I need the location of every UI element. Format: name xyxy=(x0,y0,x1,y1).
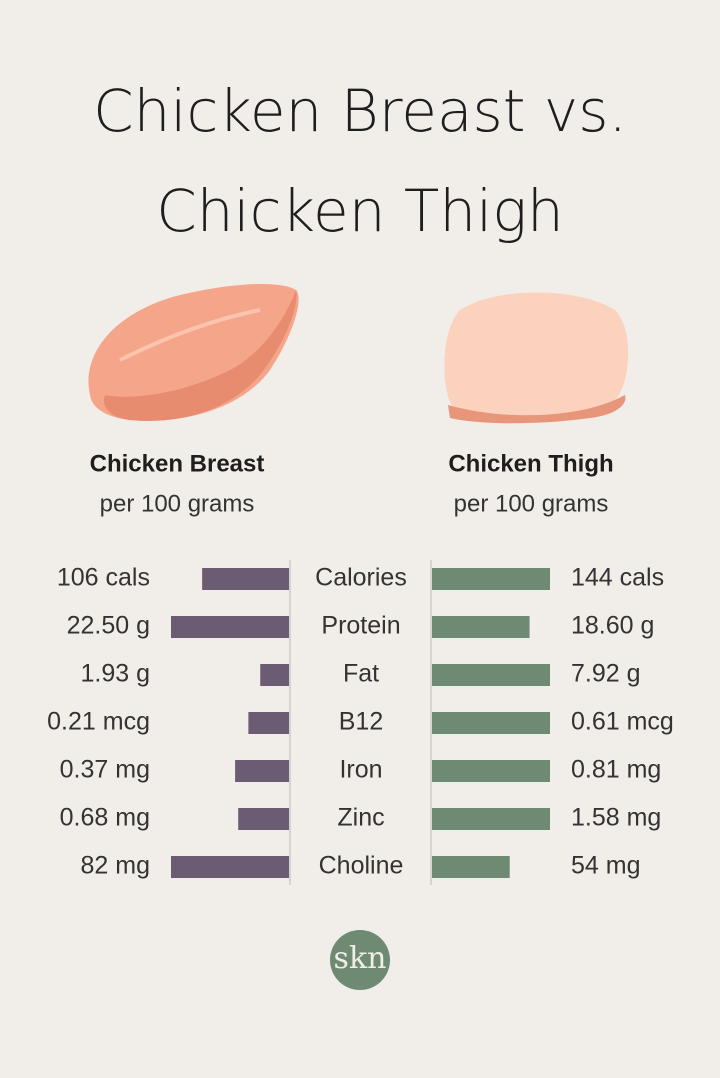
logo-text: skn xyxy=(334,941,387,976)
category-label: Zinc xyxy=(337,804,384,832)
bar xyxy=(248,712,289,734)
bar xyxy=(202,568,289,590)
value-label: 0.21 mcg xyxy=(47,708,150,736)
bar xyxy=(432,856,510,878)
bar xyxy=(432,664,550,686)
title-line: Chicken Thigh xyxy=(156,177,564,245)
value-label: 7.92 g xyxy=(571,660,641,688)
series-note: per 100 grams xyxy=(100,490,255,517)
value-label: 106 cals xyxy=(57,564,150,592)
value-label: 0.37 mg xyxy=(60,756,150,784)
series-name: Chicken Thigh xyxy=(448,450,613,477)
value-label: 0.81 mg xyxy=(571,756,661,784)
category-label: Fat xyxy=(343,660,379,688)
category-label: Choline xyxy=(319,852,404,880)
category-label: Protein xyxy=(321,612,400,640)
bar xyxy=(238,808,289,830)
category-label: Calories xyxy=(315,564,407,592)
category-label: Iron xyxy=(339,756,382,784)
bar xyxy=(432,712,550,734)
bar xyxy=(432,760,550,782)
value-label: 22.50 g xyxy=(67,612,150,640)
value-label: 1.93 g xyxy=(80,660,150,688)
value-label: 1.58 mg xyxy=(571,804,661,832)
title-line: Chicken Breast vs. xyxy=(93,77,627,145)
value-label: 18.60 g xyxy=(571,612,654,640)
value-label: 144 cals xyxy=(571,564,664,592)
chicken-thigh-image xyxy=(444,292,629,424)
bar xyxy=(260,664,289,686)
category-label: B12 xyxy=(339,708,383,736)
value-label: 82 mg xyxy=(81,852,150,880)
bar xyxy=(171,856,289,878)
bar xyxy=(432,616,530,638)
value-label: 0.68 mg xyxy=(60,804,150,832)
value-label: 0.61 mcg xyxy=(571,708,674,736)
value-label: 54 mg xyxy=(571,852,640,880)
logo: skn xyxy=(330,930,390,990)
bar xyxy=(235,760,289,782)
series-note: per 100 grams xyxy=(454,490,609,517)
series-name: Chicken Breast xyxy=(90,450,265,477)
chicken-breast-image xyxy=(88,283,299,421)
bar xyxy=(171,616,289,638)
bar xyxy=(432,808,550,830)
bar xyxy=(432,568,550,590)
